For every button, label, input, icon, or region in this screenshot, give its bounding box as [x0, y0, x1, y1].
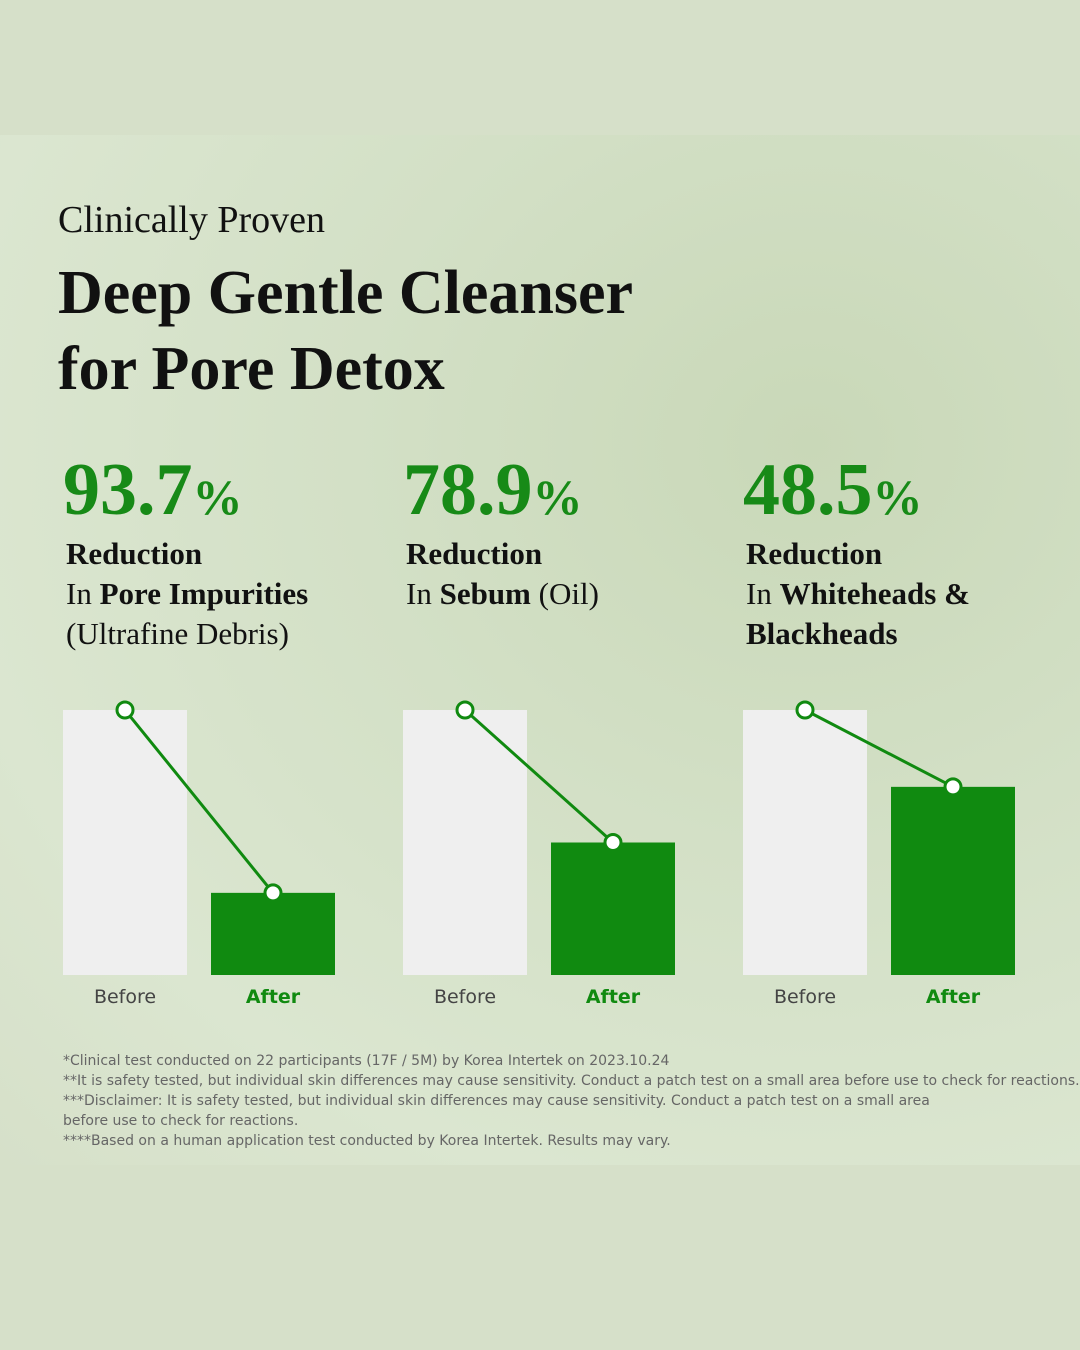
bar: [891, 786, 1015, 975]
x-tick-label: After: [246, 986, 301, 1008]
x-tick-label: After: [586, 986, 641, 1008]
x-tick-label: After: [926, 986, 981, 1008]
description-text: In: [746, 576, 780, 611]
description-text: Pore Impurities: [99, 576, 309, 611]
headline-number: 93.7: [63, 449, 193, 531]
marker: [455, 700, 475, 720]
bar: [63, 710, 187, 975]
background: [0, 135, 1080, 1165]
description-text: Sebum: [439, 576, 531, 611]
description-text: In: [66, 576, 100, 611]
x-tick-label: Before: [774, 986, 836, 1008]
footnote: ***Disclaimer: It is safety tested, but …: [63, 1093, 930, 1109]
marker: [603, 833, 623, 852]
label: Reduction: [66, 536, 203, 571]
marker: [795, 700, 815, 720]
bar: [551, 842, 675, 975]
description-text: (Oil): [530, 576, 599, 611]
connector-line: [804, 708, 954, 789]
headline-unit: %: [532, 469, 583, 525]
headline: 93.7%: [63, 448, 243, 533]
title-line: Deep Gentle Cleanser: [58, 259, 634, 327]
connector-line: [463, 708, 615, 844]
description-text: Blackheads: [746, 616, 898, 651]
marker: [263, 883, 283, 903]
headline-number: 78.9: [403, 449, 533, 531]
footnotes: *Clinical test conducted on 22 participa…: [63, 1051, 1080, 1151]
headline: 48.5%: [743, 448, 923, 533]
bar: [403, 710, 527, 975]
description-line: In Pore Impurities: [66, 576, 308, 612]
description-line: In Whiteheads &: [746, 576, 970, 612]
footnote: *Clinical test conducted on 22 participa…: [63, 1053, 670, 1069]
description-line: Blackheads: [746, 616, 898, 652]
footnote: **It is safety tested, but individual sk…: [63, 1073, 1080, 1089]
bar: [211, 892, 335, 975]
marker: [943, 777, 963, 797]
footnote: before use to check for reactions.: [63, 1113, 299, 1129]
headline: 78.9%: [403, 448, 583, 533]
connector-line: [123, 709, 275, 894]
description-text: Whiteheads &: [779, 576, 970, 611]
label: Reduction: [406, 536, 543, 571]
bar: [743, 710, 867, 975]
kicker: Clinically Proven: [58, 199, 326, 241]
description-text: (Ultrafine Debris): [66, 616, 289, 651]
headline-unit: %: [192, 469, 243, 525]
footnote: ****Based on a human application test co…: [63, 1133, 671, 1149]
description-text: In: [406, 576, 440, 611]
description-line: (Ultrafine Debris): [66, 616, 289, 652]
label: Reduction: [746, 536, 883, 571]
headline-unit: %: [872, 469, 923, 525]
x-tick-label: Before: [94, 986, 156, 1008]
title-line: for Pore Detox: [58, 335, 445, 403]
x-tick-label: Before: [434, 986, 496, 1008]
headline-number: 48.5: [743, 449, 873, 531]
description-line: In Sebum (Oil): [406, 576, 599, 612]
marker: [115, 700, 135, 720]
